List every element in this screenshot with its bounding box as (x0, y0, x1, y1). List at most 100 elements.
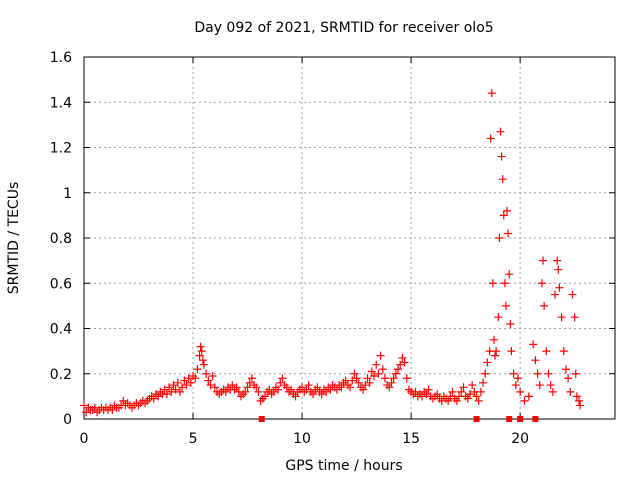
data-point (548, 387, 557, 396)
data-point (564, 374, 573, 383)
data-point (553, 256, 562, 265)
data-point (396, 360, 405, 369)
data-point (505, 270, 514, 279)
data-point (82, 408, 91, 417)
data-point (269, 387, 278, 396)
data-point (570, 313, 579, 322)
data-point (182, 381, 191, 390)
data-point (389, 374, 398, 383)
data-point (165, 383, 174, 392)
data-point (402, 374, 411, 383)
zero-marker (258, 416, 265, 422)
x-tick-labels: 0 5 10 15 20 (80, 431, 530, 447)
data-point (391, 369, 400, 378)
data-point (486, 134, 495, 143)
data-point (497, 152, 506, 161)
data-point (346, 383, 355, 392)
y-tick-label: 0.4 (50, 322, 72, 338)
data-point (513, 374, 522, 383)
chart-title: Day 092 of 2021, SRMTID for receiver olo… (194, 20, 493, 36)
y-tick-labels: 0 0.2 0.4 0.6 0.8 1 1.2 1.4 1.6 (50, 50, 72, 428)
data-point (571, 369, 580, 378)
data-point (199, 360, 208, 369)
data-point (198, 356, 207, 365)
data-point (221, 387, 230, 396)
data-point (504, 229, 513, 238)
data-point (529, 340, 538, 349)
axis-ticks (83, 56, 615, 420)
data-point (495, 234, 504, 242)
data-point (265, 385, 274, 394)
data-point (162, 390, 171, 399)
data-point (180, 376, 189, 385)
data-point (537, 279, 546, 288)
data-point (313, 383, 322, 392)
data-point (400, 358, 409, 367)
data-point (304, 381, 313, 390)
data-point (348, 376, 357, 385)
data-point (520, 396, 529, 405)
data-point (488, 279, 497, 288)
data-point (542, 347, 551, 356)
data-point (424, 385, 433, 394)
data-points (80, 89, 585, 422)
y-tick-label: 0 (63, 412, 72, 428)
data-point (282, 383, 291, 392)
data-point (322, 387, 331, 396)
data-point (472, 392, 481, 401)
data-point (575, 396, 584, 405)
y-tick-label: 0.6 (50, 276, 72, 292)
data-point (354, 378, 363, 387)
x-axis-label: GPS time / hours (285, 458, 402, 474)
data-point (411, 387, 420, 396)
data-point (119, 396, 128, 405)
data-point (448, 387, 457, 396)
data-point (539, 256, 548, 265)
data-point (533, 369, 542, 378)
data-point (489, 335, 498, 344)
data-point (149, 394, 158, 403)
y-axis-label: SRMTID / TECUs (6, 182, 22, 295)
plot-frame (83, 56, 616, 420)
data-point (561, 365, 570, 374)
data-point (494, 313, 503, 322)
data-point (555, 283, 564, 292)
data-point (452, 396, 461, 405)
y-tick-label: 0.8 (50, 231, 72, 247)
data-point (444, 396, 453, 405)
data-point (274, 385, 283, 394)
data-point (206, 381, 215, 390)
data-point (361, 381, 370, 390)
data-point (204, 376, 213, 385)
data-point (492, 347, 501, 356)
data-point (511, 381, 520, 390)
data-point (337, 383, 346, 392)
data-point (195, 351, 204, 360)
zero-marker (473, 416, 480, 422)
data-point (191, 374, 200, 383)
data-point (465, 390, 474, 399)
y-tick-label: 1.2 (50, 141, 72, 157)
data-point (276, 378, 285, 387)
data-point (193, 365, 202, 374)
data-point (535, 381, 544, 390)
data-point (433, 390, 442, 399)
data-point (500, 279, 509, 288)
data-point (173, 378, 182, 387)
data-point (372, 360, 381, 369)
data-point (507, 347, 516, 356)
data-point (503, 206, 512, 215)
data-point (374, 369, 383, 378)
data-point (167, 387, 176, 396)
data-point (551, 290, 560, 299)
data-point (394, 365, 403, 374)
data-point (287, 385, 296, 394)
data-point (463, 394, 472, 403)
data-point (160, 385, 169, 394)
data-point (468, 381, 477, 390)
data-point (474, 396, 483, 405)
zero-marker (532, 416, 539, 422)
data-point (169, 381, 178, 390)
data-point (228, 381, 237, 390)
